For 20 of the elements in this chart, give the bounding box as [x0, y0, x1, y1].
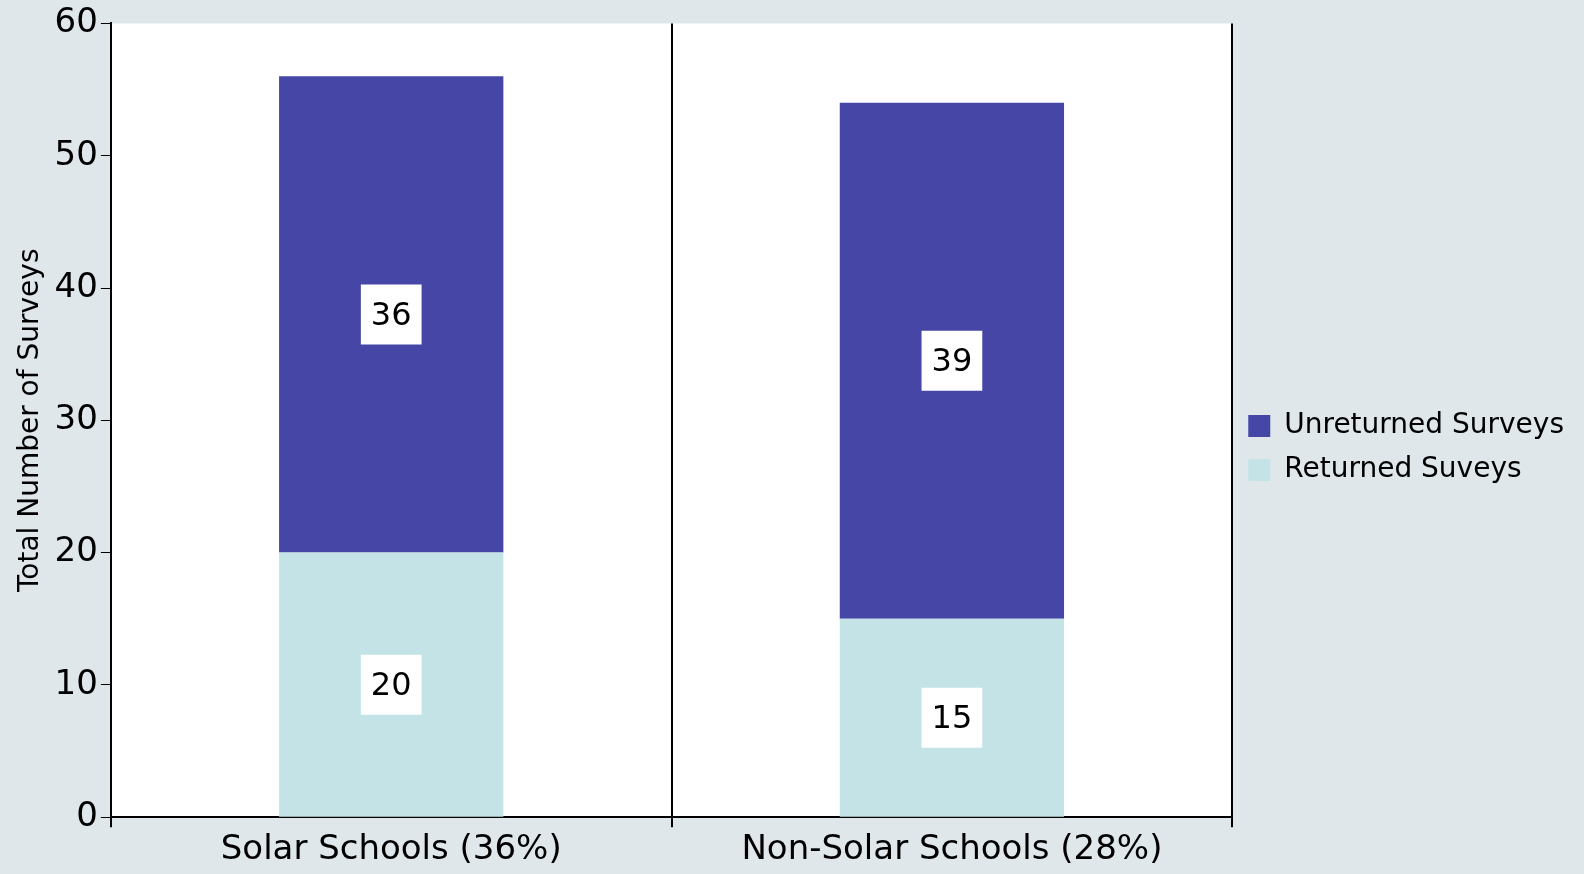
- bar: [279, 76, 504, 553]
- y-tick-label: 60: [54, 0, 98, 41]
- data-label: 20: [370, 664, 412, 703]
- y-tick-label: 20: [54, 529, 98, 570]
- data-label: 36: [370, 294, 412, 333]
- y-tick-label: 50: [54, 132, 98, 173]
- data-label: 39: [931, 341, 973, 380]
- x-tick-label: Non-Solar Schools (28%): [741, 827, 1163, 868]
- y-tick-label: 10: [54, 661, 98, 702]
- legend-label: Unreturned Surveys: [1284, 407, 1565, 441]
- bar: [839, 102, 1065, 619]
- y-tick-label: 40: [54, 264, 98, 305]
- legend-label: Returned Suveys: [1284, 451, 1522, 485]
- data-label: 15: [931, 698, 973, 737]
- bar: [279, 552, 504, 817]
- bar: [839, 618, 1065, 817]
- x-tick-label: Solar Schools (36%): [220, 827, 562, 868]
- y-axis-title: Total Number of Surveys: [12, 248, 46, 594]
- y-tick-label: 0: [76, 794, 98, 835]
- y-tick-label: 30: [54, 397, 98, 438]
